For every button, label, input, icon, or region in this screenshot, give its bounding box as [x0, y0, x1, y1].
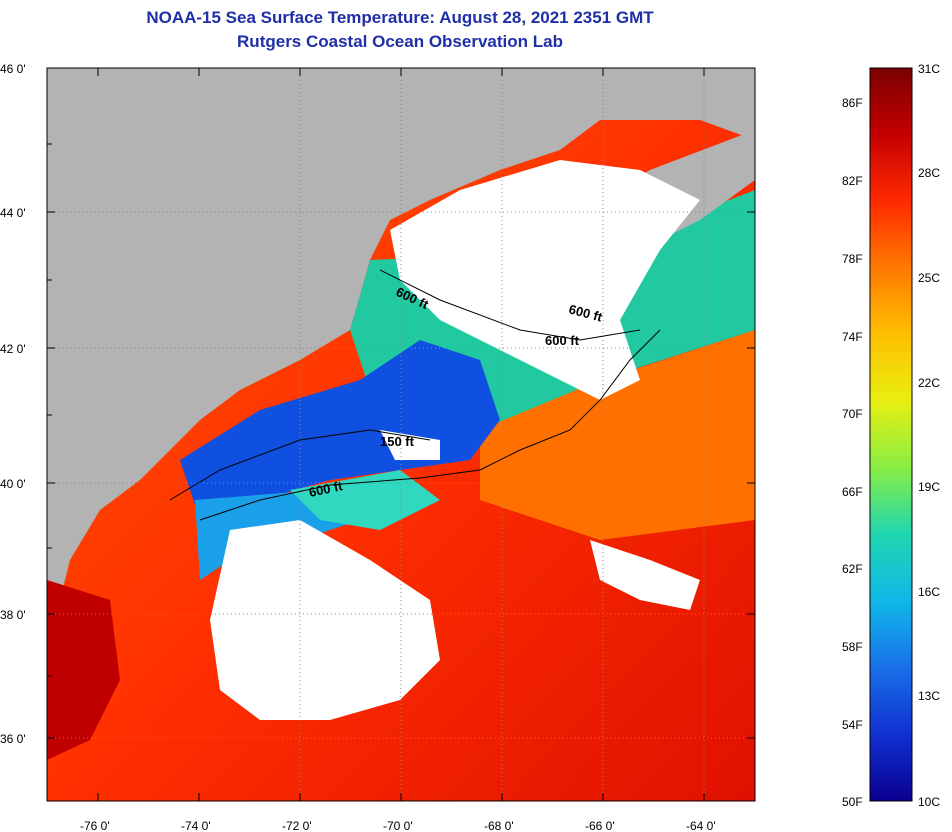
bay-warm: [47, 580, 120, 760]
contour-label-5: 600 ft: [308, 478, 345, 500]
cb-f-62: 62F: [842, 562, 863, 576]
cb-c-13: 13C: [918, 689, 940, 703]
contour-label-3: 600 ft: [545, 333, 580, 348]
lon-label-68: -68 0': [484, 819, 514, 832]
lon-label-64: -64 0': [686, 819, 716, 832]
cb-c-31: 31C: [918, 62, 940, 76]
colorbar: 86F 82F 78F 74F 70F 66F 62F 58F 54F 50F …: [842, 62, 940, 809]
map-area: [47, 68, 755, 801]
cb-f-66: 66F: [842, 485, 863, 499]
tick-marks: [47, 68, 755, 801]
cb-f-82: 82F: [842, 174, 863, 188]
contour-150ft: [169, 429, 431, 501]
colorbar-gradient: [869, 67, 913, 802]
teal-patch: [290, 470, 440, 530]
lat-label-38: 38 0': [0, 608, 26, 622]
lon-label-66: -66 0': [585, 819, 615, 832]
lon-label-74: -74 0': [181, 819, 211, 832]
cb-f-78: 78F: [842, 252, 863, 266]
cb-c-28: 28C: [918, 166, 940, 180]
depth-contours: [169, 269, 661, 521]
lat-label-36: 36 0': [0, 732, 26, 746]
contour-label-4: 150 ft: [380, 434, 415, 449]
lat-label-40: 40 0': [0, 477, 26, 491]
warm-ocean-east: [480, 330, 755, 540]
contour-600ft-gulf: [379, 269, 641, 341]
cb-c-25: 25C: [918, 271, 940, 285]
cb-f-58: 58F: [842, 640, 863, 654]
lat-label-42: 42 0': [0, 342, 26, 356]
cloud-east: [590, 540, 700, 610]
cb-f-86: 86F: [842, 96, 863, 110]
cb-f-74: 74F: [842, 330, 863, 344]
cloud-small: [380, 430, 440, 460]
cb-f-54: 54F: [842, 718, 863, 732]
map-subtitle: Rutgers Coastal Ocean Observation Lab: [237, 32, 563, 51]
cb-f-70: 70F: [842, 407, 863, 421]
map-title: NOAA-15 Sea Surface Temperature: August …: [146, 8, 654, 27]
latitude-labels: 46 0' 44 0' 42 0' 40 0' 38 0' 36 0': [0, 62, 26, 746]
colorbar-celsius-labels: 31C 28C 25C 22C 19C 16C 13C 10C: [918, 62, 940, 809]
cloud-gulf: [390, 160, 700, 400]
cloud-central: [210, 520, 440, 720]
cb-f-50: 50F: [842, 795, 863, 809]
lat-label-46: 46 0': [0, 62, 26, 76]
longitude-labels: -76 0' -74 0' -72 0' -70 0' -68 0' -66 0…: [80, 819, 716, 832]
contour-600ft: [199, 329, 661, 521]
lat-label-44: 44 0': [0, 206, 26, 220]
cb-c-16: 16C: [918, 585, 940, 599]
cb-c-19: 19C: [918, 480, 940, 494]
cold-shelf-water: [180, 340, 500, 520]
cb-c-22: 22C: [918, 376, 940, 390]
cb-c-10: 10C: [918, 795, 940, 809]
colorbar-fahrenheit-labels: 86F 82F 78F 74F 70F 66F 62F 58F 54F 50F: [842, 96, 863, 809]
lon-label-72: -72 0': [282, 819, 312, 832]
lon-label-70: -70 0': [383, 819, 413, 832]
land-mass: [47, 68, 755, 660]
lon-label-76: -76 0': [80, 819, 110, 832]
title-block: NOAA-15 Sea Surface Temperature: August …: [0, 6, 800, 54]
